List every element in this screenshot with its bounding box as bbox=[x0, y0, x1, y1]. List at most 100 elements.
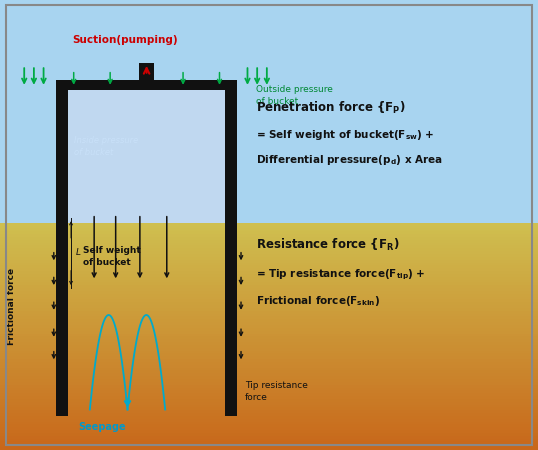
Bar bbox=[0, 260, 538, 262]
Text: Frictional force: Frictional force bbox=[8, 267, 16, 345]
Bar bbox=[0, 345, 538, 348]
Bar bbox=[0, 419, 538, 422]
Bar bbox=[0, 311, 538, 314]
Bar bbox=[0, 322, 538, 325]
Bar bbox=[0, 422, 538, 424]
Bar bbox=[0, 234, 538, 237]
Bar bbox=[0, 285, 538, 288]
Bar bbox=[0, 441, 538, 444]
Bar bbox=[0, 362, 538, 365]
Bar bbox=[0, 299, 538, 302]
Text: Frictional force($\mathbf{F_{skin}}$): Frictional force($\mathbf{F_{skin}}$) bbox=[256, 294, 379, 309]
Text: Self weight
of bucket: Self weight of bucket bbox=[83, 246, 141, 267]
Bar bbox=[0, 428, 538, 430]
Text: Penetration force {$\mathbf{F_P}$): Penetration force {$\mathbf{F_P}$) bbox=[256, 100, 405, 116]
Bar bbox=[0, 314, 538, 316]
Bar bbox=[0, 387, 538, 390]
Bar bbox=[0, 254, 538, 257]
Bar bbox=[0, 430, 538, 433]
Bar bbox=[0, 268, 538, 271]
Bar bbox=[0, 229, 538, 231]
Bar bbox=[0, 370, 538, 373]
Bar bbox=[0, 274, 538, 277]
Bar bbox=[0, 390, 538, 393]
Bar bbox=[0, 376, 538, 379]
Text: Seepage: Seepage bbox=[79, 422, 126, 432]
Bar bbox=[0, 396, 538, 399]
Bar bbox=[139, 63, 154, 80]
Bar bbox=[0, 225, 538, 229]
Bar bbox=[0, 248, 538, 251]
Bar bbox=[0, 266, 538, 268]
Bar bbox=[0, 339, 538, 342]
Bar bbox=[0, 351, 538, 353]
Bar bbox=[0, 277, 538, 279]
Bar bbox=[0, 436, 538, 439]
Bar bbox=[0, 433, 538, 436]
Bar bbox=[0, 0, 538, 223]
Bar bbox=[0, 257, 538, 260]
Bar bbox=[0, 407, 538, 410]
Bar bbox=[0, 410, 538, 413]
Bar bbox=[0, 385, 538, 387]
Text: Inside pressure
of bucket: Inside pressure of bucket bbox=[74, 136, 138, 157]
Bar bbox=[0, 291, 538, 294]
Text: L: L bbox=[75, 248, 80, 257]
Bar bbox=[0, 368, 538, 370]
Bar bbox=[0, 359, 538, 362]
Bar bbox=[0, 447, 538, 450]
Bar bbox=[0, 402, 538, 405]
Bar bbox=[0, 294, 538, 297]
Bar bbox=[0, 337, 538, 339]
Bar bbox=[0, 399, 538, 402]
Bar bbox=[0, 405, 538, 407]
Text: Outside pressure
of bucket: Outside pressure of bucket bbox=[256, 86, 332, 106]
Bar bbox=[225, 90, 237, 416]
Bar bbox=[0, 374, 538, 376]
Bar bbox=[0, 297, 538, 299]
Bar bbox=[0, 353, 538, 356]
Bar bbox=[0, 416, 538, 419]
Bar bbox=[0, 333, 538, 337]
Bar bbox=[0, 393, 538, 396]
Bar bbox=[0, 413, 538, 416]
Text: Resistance force {$\mathbf{F_R}$): Resistance force {$\mathbf{F_R}$) bbox=[256, 237, 399, 253]
Bar bbox=[0, 246, 538, 248]
Bar bbox=[0, 251, 538, 254]
Bar bbox=[0, 288, 538, 291]
Bar bbox=[0, 356, 538, 359]
Bar bbox=[0, 223, 538, 225]
Bar bbox=[0, 331, 538, 333]
Bar bbox=[0, 365, 538, 368]
Bar bbox=[0, 262, 538, 265]
Text: = Self weight of bucket($\mathbf{F_{sw}}$) +: = Self weight of bucket($\mathbf{F_{sw}}… bbox=[256, 128, 434, 142]
Text: Suction(pumping): Suction(pumping) bbox=[73, 35, 178, 45]
Bar bbox=[0, 240, 538, 243]
Bar bbox=[0, 243, 538, 246]
Bar bbox=[0, 308, 538, 311]
Bar bbox=[0, 328, 538, 331]
Bar bbox=[0, 237, 538, 240]
Bar bbox=[0, 271, 538, 274]
Bar bbox=[0, 302, 538, 305]
Text: Differential pressure($\mathbf{p_d}$) x Area: Differential pressure($\mathbf{p_d}$) x … bbox=[256, 153, 442, 167]
Bar bbox=[0, 283, 538, 285]
Bar bbox=[0, 305, 538, 308]
Text: = Tip resistance force($\mathbf{F_{tip}}$) +: = Tip resistance force($\mathbf{F_{tip}}… bbox=[256, 267, 425, 282]
Bar bbox=[0, 439, 538, 441]
Bar bbox=[56, 90, 68, 416]
Bar bbox=[0, 320, 538, 322]
Bar bbox=[0, 325, 538, 328]
Bar bbox=[0, 382, 538, 385]
Bar bbox=[0, 424, 538, 427]
Bar bbox=[0, 342, 538, 345]
Bar bbox=[0, 279, 538, 283]
Text: Tip resistance
force: Tip resistance force bbox=[245, 381, 308, 402]
Bar bbox=[0, 444, 538, 447]
Bar bbox=[0, 379, 538, 382]
Bar bbox=[0, 316, 538, 319]
Bar bbox=[0, 348, 538, 351]
Bar bbox=[56, 80, 237, 90]
Bar bbox=[0, 231, 538, 234]
Bar bbox=[68, 90, 225, 223]
